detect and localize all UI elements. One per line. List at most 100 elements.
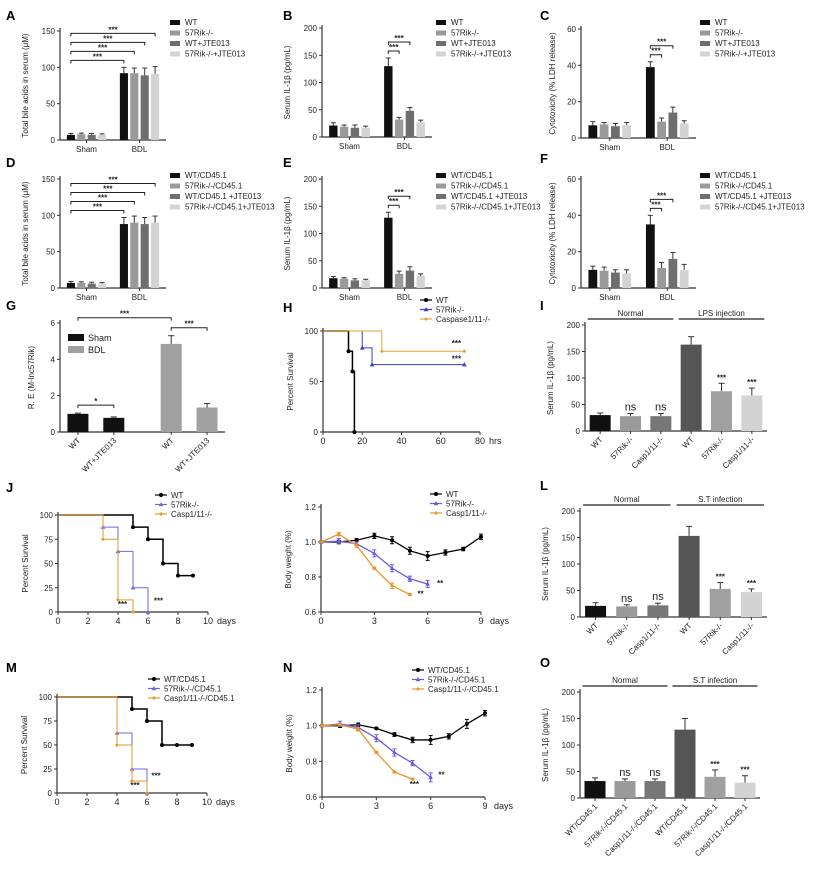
x-axis-unit: days <box>217 616 237 626</box>
data-point <box>359 345 365 350</box>
panel-label: B <box>283 8 292 23</box>
bar-label: Casp1/11-/-/CD45.1 <box>603 802 660 859</box>
significance-label: *** <box>389 43 399 52</box>
y-axis-label: Serum IL-1β (pg/mL) <box>541 527 550 601</box>
panel-label: F <box>540 151 548 166</box>
significance-label: *** <box>394 34 404 43</box>
significance-bracket <box>649 207 663 212</box>
y-tick-label: 150 <box>42 175 56 184</box>
bar <box>679 123 689 138</box>
bar-label: 57Rik-/- <box>609 435 635 461</box>
bar-label: WT <box>67 436 82 451</box>
bar <box>405 110 415 137</box>
bar-label: Casp1/11-/- <box>721 435 757 471</box>
bar <box>87 283 96 288</box>
legend-swatch <box>436 30 446 36</box>
category-label: Sham <box>76 145 97 154</box>
bar-label: 57Rik-/- <box>698 621 724 647</box>
significance-label: ** <box>437 579 444 588</box>
censor-mark <box>462 349 467 354</box>
bar <box>647 605 669 617</box>
y-tick-label: 0.6 <box>305 608 317 617</box>
y-tick-label: 50 <box>46 100 55 109</box>
legend-swatch <box>700 20 710 25</box>
legend-marker <box>423 307 429 312</box>
survival-curve <box>323 330 465 352</box>
significance-label: *** <box>657 191 667 200</box>
legend-swatch <box>170 30 180 36</box>
x-tick-label: 6 <box>145 616 150 626</box>
y-tick-label: 0 <box>48 789 53 798</box>
y-tick-label: 0 <box>314 428 319 437</box>
significance-bracket <box>70 32 156 37</box>
bar-annotation: ns <box>649 767 661 779</box>
significance-label: *** <box>118 600 128 609</box>
significance-label: *** <box>154 596 164 605</box>
y-tick-label: 100 <box>40 511 54 520</box>
data-point <box>407 592 412 597</box>
data-point <box>145 609 151 614</box>
bar <box>709 588 731 617</box>
bar-annotation: ns <box>652 591 664 603</box>
data-point <box>101 537 105 542</box>
y-tick-label: 200 <box>567 321 581 330</box>
legend-swatch <box>170 194 180 199</box>
data-point <box>320 723 324 728</box>
bar-label: WT+JTE013 <box>174 436 212 474</box>
legend-label: WT+JTE013 <box>185 39 230 48</box>
panel-e: E 0 50 100 150 200 Serum IL-1β (pg/mL) Sham BDL *… <box>283 155 541 302</box>
censor-mark <box>462 362 467 367</box>
legend-swatch <box>700 183 710 189</box>
bar-label: Casp1/11-/-/CD45.1 <box>693 802 750 859</box>
data-point <box>407 576 413 581</box>
bar <box>734 782 756 798</box>
data-point <box>410 737 415 742</box>
data-point <box>374 750 379 755</box>
significance-bracket <box>649 198 674 203</box>
bar <box>657 121 667 138</box>
legend-swatch <box>436 51 446 57</box>
legend-swatch <box>700 30 710 36</box>
legend-label: 57Rik-/- <box>451 29 479 38</box>
y-tick-label: 0.8 <box>305 573 317 582</box>
y-tick-label: 60 <box>567 175 576 184</box>
data-point <box>352 430 357 434</box>
y-tick-label: 150 <box>304 202 318 211</box>
significance-label: *** <box>184 320 194 329</box>
panel-c: C 0 20 40 60 Cytotoxicity (% LDH release) Sham… <box>540 8 776 152</box>
y-tick-label: 0 <box>571 794 576 803</box>
legend-marker <box>424 317 428 321</box>
legend-label: WT <box>436 296 449 305</box>
legend-marker <box>159 493 163 497</box>
data-point <box>410 777 415 782</box>
significance-bracket <box>77 404 115 409</box>
panel-h: H 0 50 100 Percent Survival 0 20 40 60 80 hrs WT57R… <box>283 296 502 446</box>
data-point <box>319 540 323 544</box>
bar <box>645 224 655 288</box>
bar <box>66 282 75 288</box>
data-point <box>390 538 395 543</box>
legend-swatch <box>68 346 84 353</box>
legend-swatch <box>436 183 446 189</box>
data-point <box>338 722 343 727</box>
x-tick-label: 3 <box>374 801 379 811</box>
significance-label: *** <box>151 772 161 781</box>
legend-marker <box>424 298 428 302</box>
bar <box>384 66 393 137</box>
bar <box>140 75 149 140</box>
y-axis-label: Total bile acids in serum (μM) <box>21 33 30 138</box>
legend-label: 57Rik-/-/CD45.1 <box>185 182 243 191</box>
legend-marker <box>158 502 164 507</box>
bar-annotation: ns <box>655 402 667 414</box>
series-line <box>321 535 482 557</box>
x-tick-label: 0 <box>54 797 59 807</box>
y-tick-label: 150 <box>304 51 318 60</box>
y-tick-label: 50 <box>571 401 580 410</box>
survival-curve <box>58 514 134 612</box>
significance-label: *** <box>93 203 103 212</box>
x-tick-label: 6 <box>144 797 149 807</box>
legend-marker <box>415 677 421 682</box>
panel-m: M 0 25 50 75 100 Percent Survival 0 2 4 6 8 10 days WT… <box>6 660 236 807</box>
significance-label: ** <box>438 770 445 779</box>
significance-bracket <box>70 59 125 64</box>
